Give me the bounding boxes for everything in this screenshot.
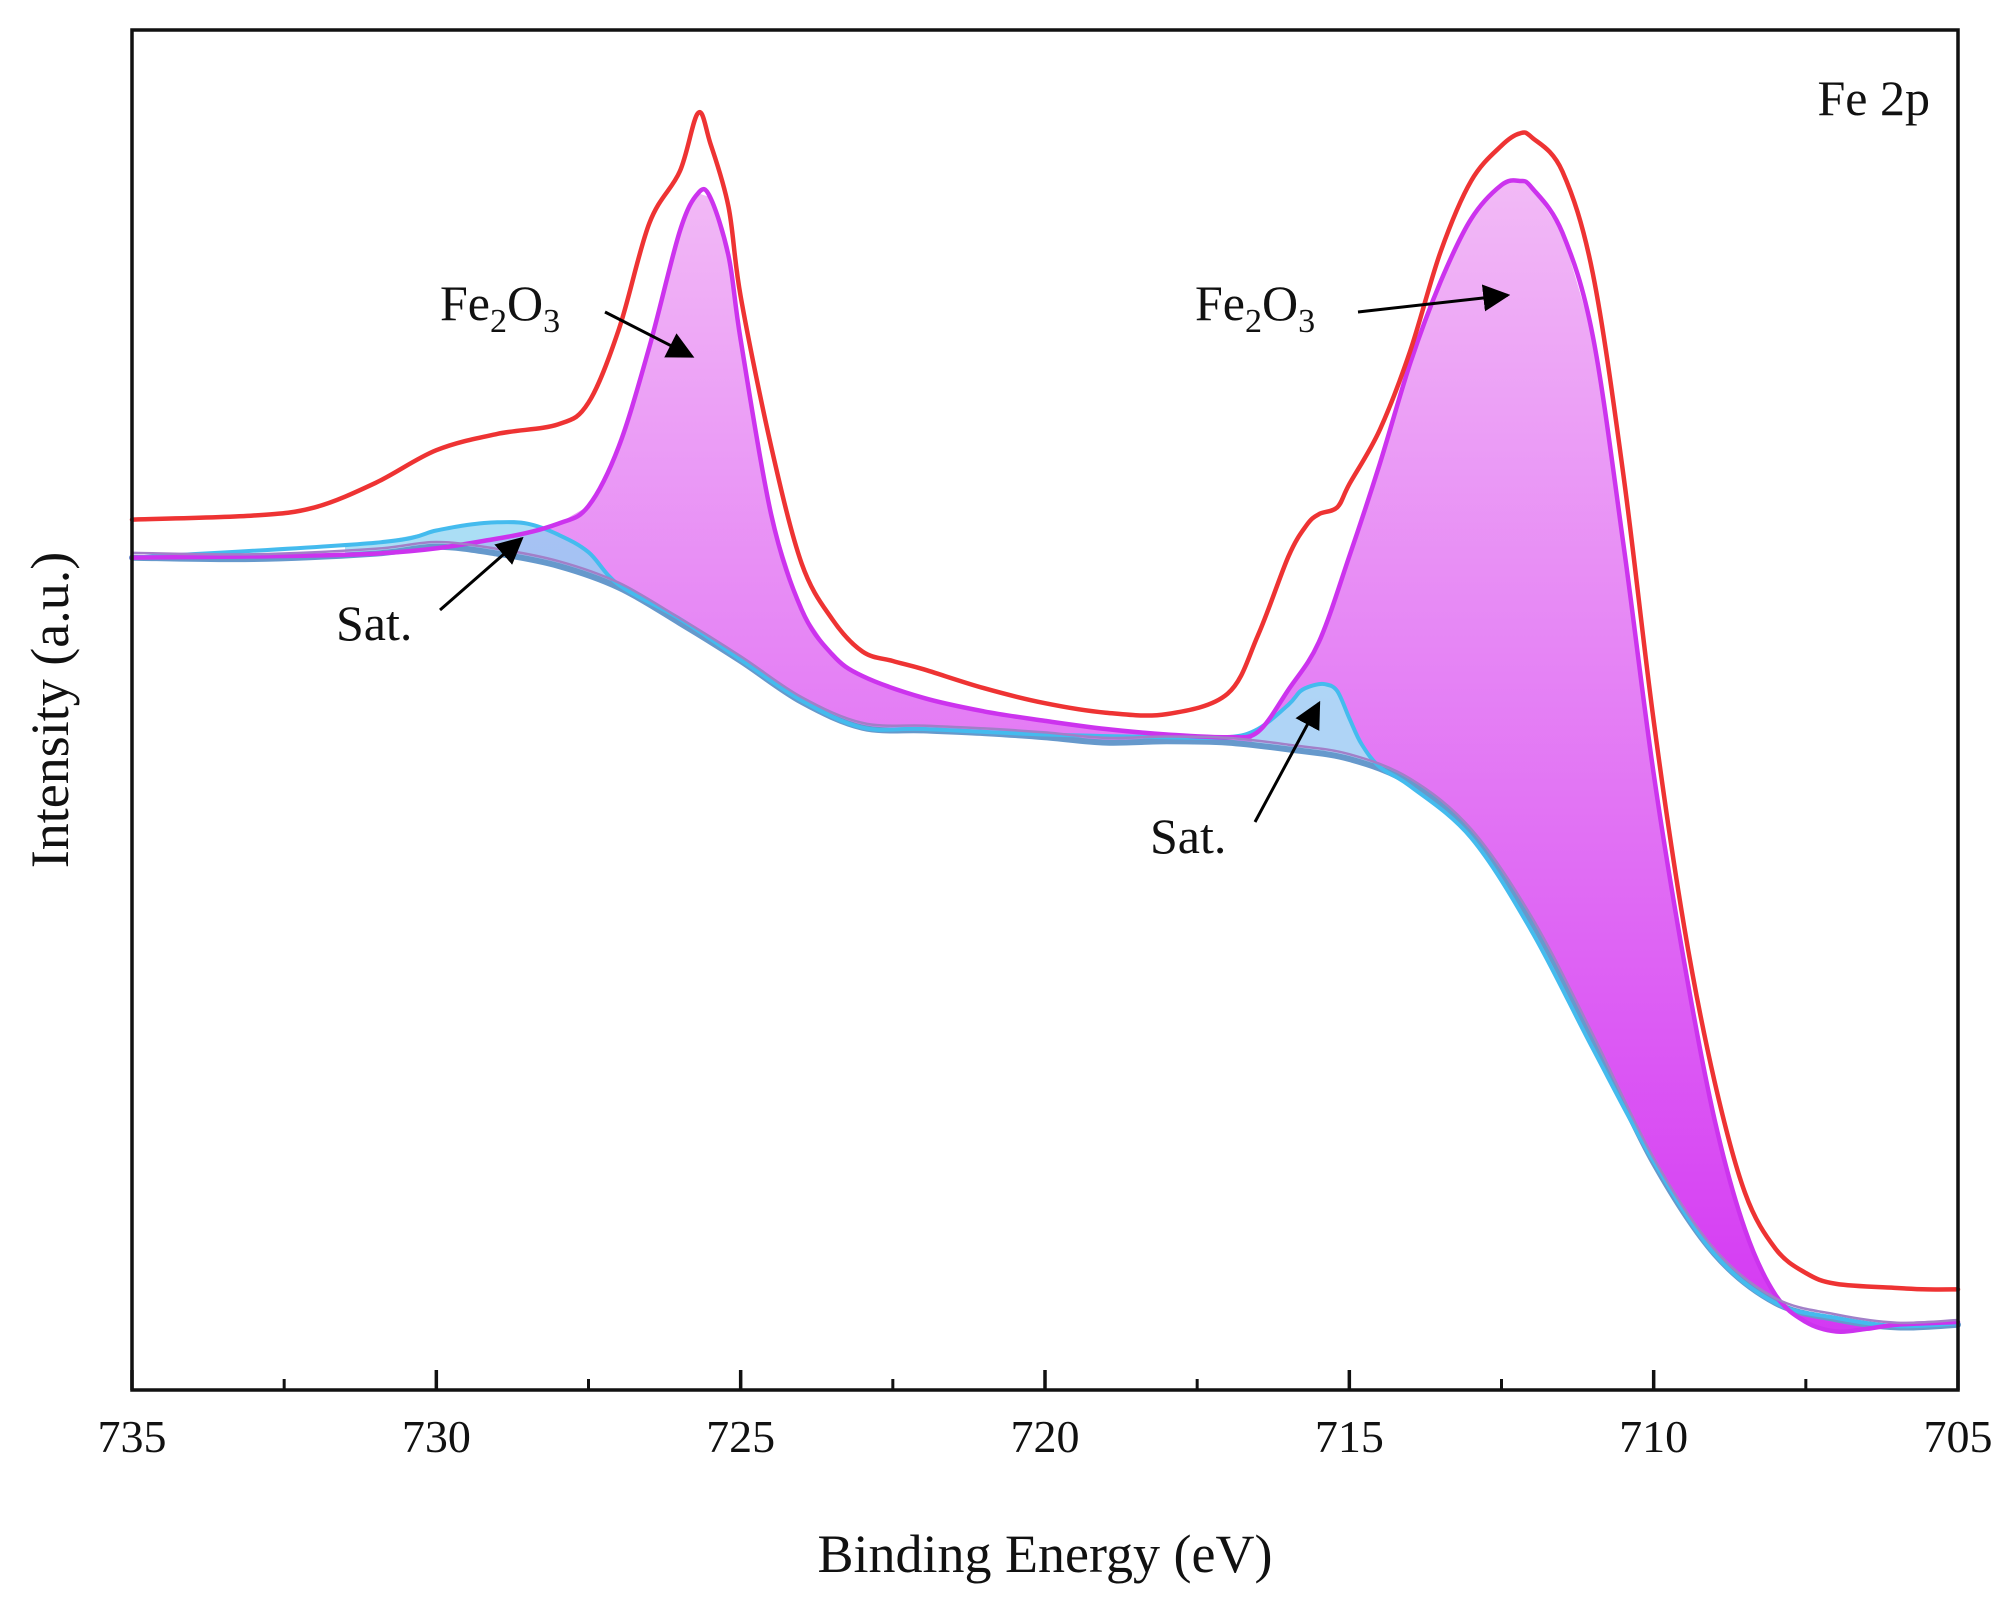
panel-label: Fe 2p: [1818, 70, 1931, 126]
x-tick-label: 705: [1924, 1411, 1993, 1462]
y-axis-label: Intensity (a.u.): [20, 552, 80, 868]
x-tick-label: 715: [1315, 1411, 1384, 1462]
sat-label-left-text: Sat.: [336, 595, 412, 651]
fe2o3-line: [129, 178, 1961, 1335]
annotations: Fe2O3 Fe2O3 Sat. Sat.: [336, 275, 1511, 864]
fe2o3-label-left-arrow: [604, 310, 695, 358]
x-tick-label: 720: [1011, 1411, 1080, 1462]
sat-label-right-text: Sat.: [1150, 808, 1226, 864]
fe2o3-label-right-arrow: [1357, 284, 1511, 314]
sat-label-right-arrow: [1253, 700, 1321, 823]
x-tick-label: 710: [1619, 1411, 1688, 1462]
raw-spectrum-line: [129, 110, 1961, 1292]
sat-label-left-arrow: [439, 536, 524, 612]
sat-fill-right: [1251, 684, 1398, 779]
x-tick-label: 730: [402, 1411, 471, 1462]
x-ticks: 735 730 725 720 715 710 705: [98, 1370, 1993, 1462]
fe2o3-label-left: Fe2O3: [440, 275, 695, 358]
fe2o3-fill: [132, 181, 1958, 1332]
x-tick-label: 735: [98, 1411, 167, 1462]
sat-label-right: Sat.: [1150, 700, 1321, 864]
fe2o3-label-right-text: Fe2O3: [1195, 275, 1315, 340]
x-tick-label: 725: [706, 1411, 775, 1462]
fe2o3-label-left-text: Fe2O3: [440, 275, 560, 340]
x-axis-label: Binding Energy (eV): [818, 1524, 1273, 1584]
sat-label-left: Sat.: [336, 536, 524, 651]
fe2o3-label-right: Fe2O3: [1195, 275, 1511, 340]
peak-fills: [132, 181, 1958, 1332]
